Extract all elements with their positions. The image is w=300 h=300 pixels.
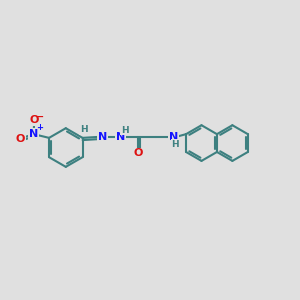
Text: H: H (80, 125, 88, 134)
Text: N: N (98, 132, 107, 142)
Text: H: H (171, 140, 179, 148)
Text: N: N (29, 129, 38, 139)
Text: O: O (133, 148, 143, 158)
Text: H: H (121, 126, 128, 135)
Text: −: − (36, 112, 44, 122)
Text: O: O (29, 115, 39, 125)
Text: N: N (116, 132, 125, 142)
Text: N: N (169, 132, 178, 142)
Text: O: O (15, 134, 25, 144)
Text: +: + (36, 124, 43, 133)
